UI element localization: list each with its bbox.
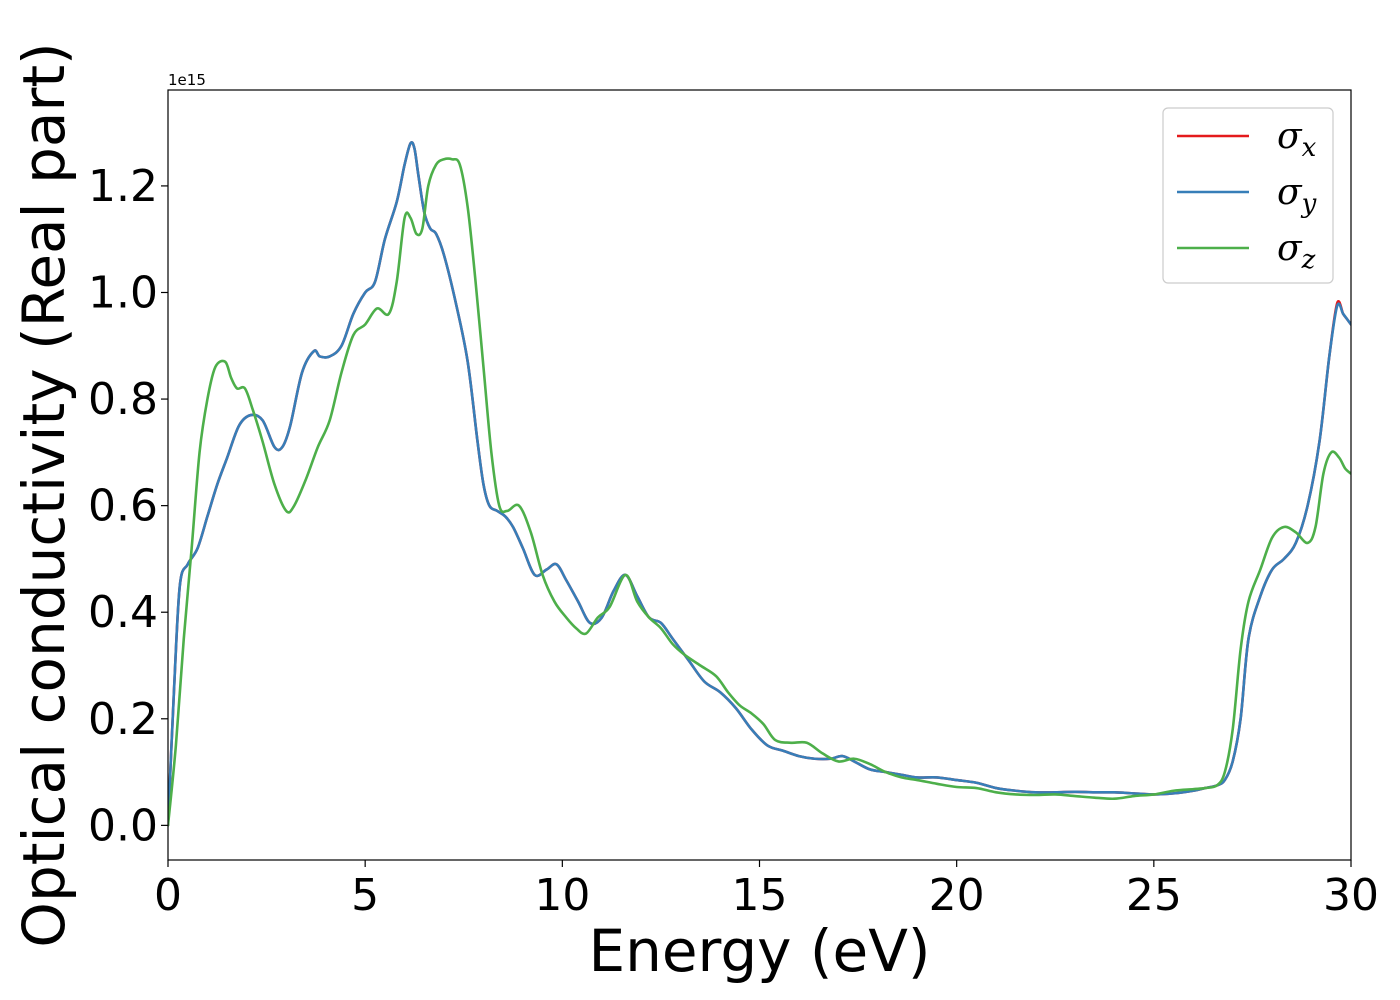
series-layer bbox=[168, 140, 1351, 827]
x-tick-label: 10 bbox=[534, 870, 590, 921]
x-tick-label: 5 bbox=[351, 870, 379, 921]
legend-box bbox=[1162, 107, 1334, 284]
y-tick-label: 0.4 bbox=[88, 587, 158, 638]
y-tick-label: 1.2 bbox=[88, 161, 158, 212]
y-tick-label: 0.0 bbox=[88, 800, 158, 851]
y-tick-label: 0.6 bbox=[88, 481, 158, 532]
x-tick-label: 30 bbox=[1323, 870, 1379, 921]
x-axis-ticks: 0 5 10 15 20 25 30 bbox=[154, 860, 1379, 921]
x-tick-label: 0 bbox=[154, 870, 182, 921]
y-tick-label: 0.8 bbox=[88, 374, 158, 425]
x-axis-label: Energy (eV) bbox=[588, 917, 930, 985]
y-tick-label: 0.2 bbox=[88, 694, 158, 745]
series-line-z bbox=[168, 157, 1351, 827]
y-axis-ticks: 0.0 0.2 0.4 0.6 0.8 1.0 1.2 bbox=[88, 161, 168, 851]
x-tick-label: 20 bbox=[929, 870, 985, 921]
y-axis-label: Optical conductivity (Real part) bbox=[10, 42, 78, 947]
y-tick-label: 1.0 bbox=[88, 267, 158, 318]
x-tick-label: 15 bbox=[732, 870, 788, 921]
y-offset-label: 1e15 bbox=[168, 71, 206, 89]
x-tick-label: 25 bbox=[1126, 870, 1182, 921]
